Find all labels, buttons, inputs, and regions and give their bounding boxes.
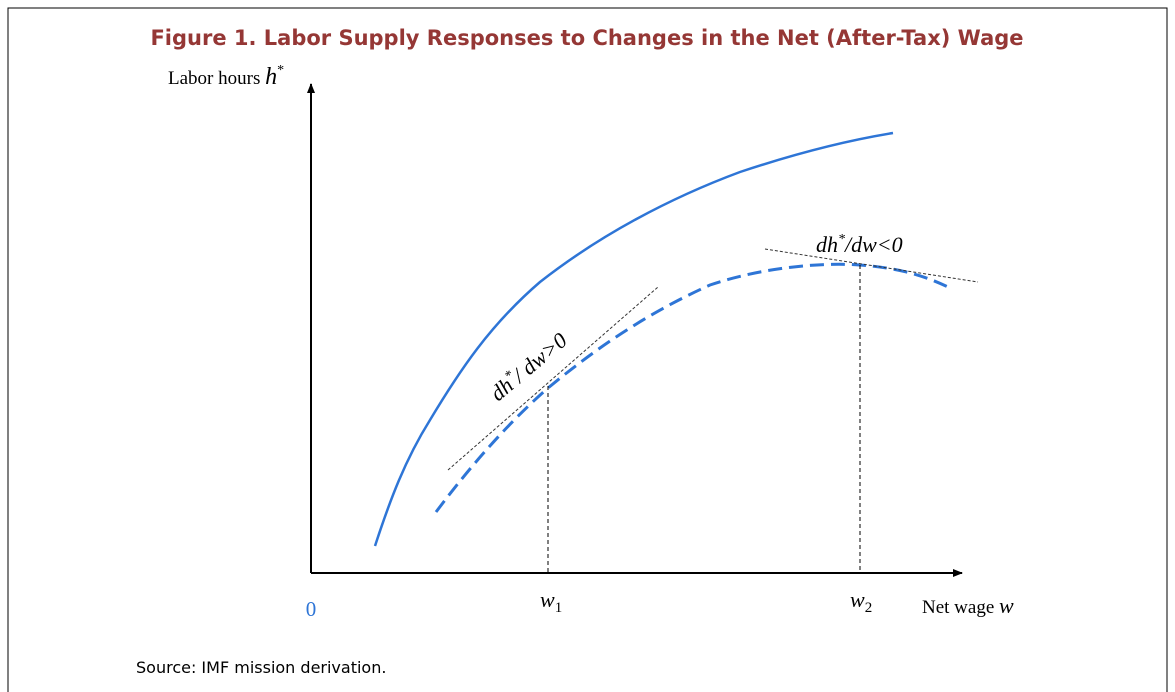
x-axis-label: Net wage w bbox=[922, 593, 1014, 618]
w2-sub: 2 bbox=[865, 600, 873, 616]
y-axis-label: Labor hours h* bbox=[168, 63, 284, 90]
x-label-var: w bbox=[999, 593, 1014, 618]
y-label-var: h bbox=[265, 64, 277, 90]
ann1-post: /dw<0 bbox=[843, 232, 903, 257]
w1-label: w1 bbox=[540, 587, 562, 616]
w1-var: w bbox=[540, 587, 555, 612]
slope-positive-label: dh*/ dw>0 bbox=[485, 327, 572, 405]
ann1-pre: dh bbox=[816, 232, 838, 257]
slope-negative-label: dh*/dw<0 bbox=[816, 232, 903, 257]
tangent-w2 bbox=[764, 248, 979, 283]
source-note: Source: IMF mission derivation. bbox=[136, 658, 386, 677]
tangent-w1 bbox=[447, 286, 659, 471]
solid-curve bbox=[373, 131, 894, 547]
ann1-sup: * bbox=[838, 232, 845, 247]
x-label-text: Net wage bbox=[922, 597, 994, 618]
w1-sub: 1 bbox=[555, 600, 563, 616]
y-label-text: Labor hours bbox=[168, 68, 260, 89]
ann0-post: / dw>0 bbox=[506, 327, 572, 388]
w2-label: w2 bbox=[850, 587, 872, 616]
frame bbox=[7, 7, 1168, 692]
origin-label: 0 bbox=[306, 597, 317, 621]
w2-var: w bbox=[850, 587, 865, 612]
figure-title: Figure 1. Labor Supply Responses to Chan… bbox=[150, 26, 1023, 50]
y-label-sup: * bbox=[277, 63, 284, 78]
